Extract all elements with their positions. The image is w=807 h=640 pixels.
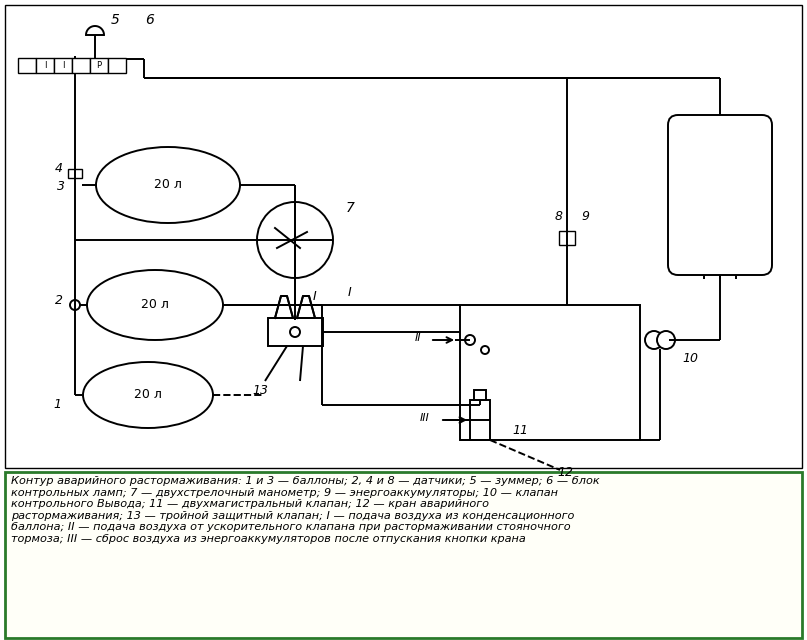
Text: P: P <box>97 61 102 70</box>
Circle shape <box>290 327 300 337</box>
Bar <box>559 231 575 245</box>
Circle shape <box>257 202 333 278</box>
Polygon shape <box>297 296 315 318</box>
Bar <box>474 390 486 400</box>
Text: 13: 13 <box>252 385 268 397</box>
Text: I: I <box>313 289 317 303</box>
Circle shape <box>70 300 80 310</box>
Text: I: I <box>44 61 46 70</box>
Text: 5: 5 <box>111 13 119 27</box>
Bar <box>72 58 90 73</box>
Circle shape <box>657 331 675 349</box>
Text: I: I <box>348 287 352 300</box>
Text: Контур аварийного растормаживания: 1 и 3 — баллоны; 2, 4 и 8 — датчики; 5 — зумм: Контур аварийного растормаживания: 1 и 3… <box>11 476 600 544</box>
Bar <box>5 5 802 468</box>
Circle shape <box>481 346 489 354</box>
Text: 2: 2 <box>55 294 63 307</box>
Bar <box>470 400 490 440</box>
Ellipse shape <box>87 270 223 340</box>
Text: II: II <box>415 333 421 343</box>
Bar <box>108 58 126 73</box>
Text: 20 л: 20 л <box>154 179 182 191</box>
Text: 3: 3 <box>57 180 65 193</box>
Polygon shape <box>275 296 293 318</box>
Text: 20 л: 20 л <box>134 388 162 401</box>
Bar <box>460 305 640 440</box>
Ellipse shape <box>96 147 240 223</box>
Text: III: III <box>420 413 430 423</box>
Bar <box>54 58 72 73</box>
Bar <box>90 58 108 73</box>
Text: 4: 4 <box>55 163 63 175</box>
Text: 12: 12 <box>557 465 573 479</box>
Text: 9: 9 <box>581 211 589 223</box>
Text: 10: 10 <box>682 351 698 365</box>
Bar <box>268 318 323 346</box>
Text: 8: 8 <box>555 211 563 223</box>
Circle shape <box>465 335 475 345</box>
FancyBboxPatch shape <box>668 115 772 275</box>
Bar <box>36 58 54 73</box>
Bar <box>68 169 82 178</box>
Ellipse shape <box>83 362 213 428</box>
Bar <box>5 472 802 638</box>
Text: 7: 7 <box>345 201 354 215</box>
Circle shape <box>645 331 663 349</box>
Text: 11: 11 <box>512 424 528 436</box>
Bar <box>18 58 36 73</box>
Text: 20 л: 20 л <box>141 298 169 312</box>
Text: 1: 1 <box>53 399 61 412</box>
Text: 6: 6 <box>145 13 154 27</box>
Text: I: I <box>62 61 65 70</box>
